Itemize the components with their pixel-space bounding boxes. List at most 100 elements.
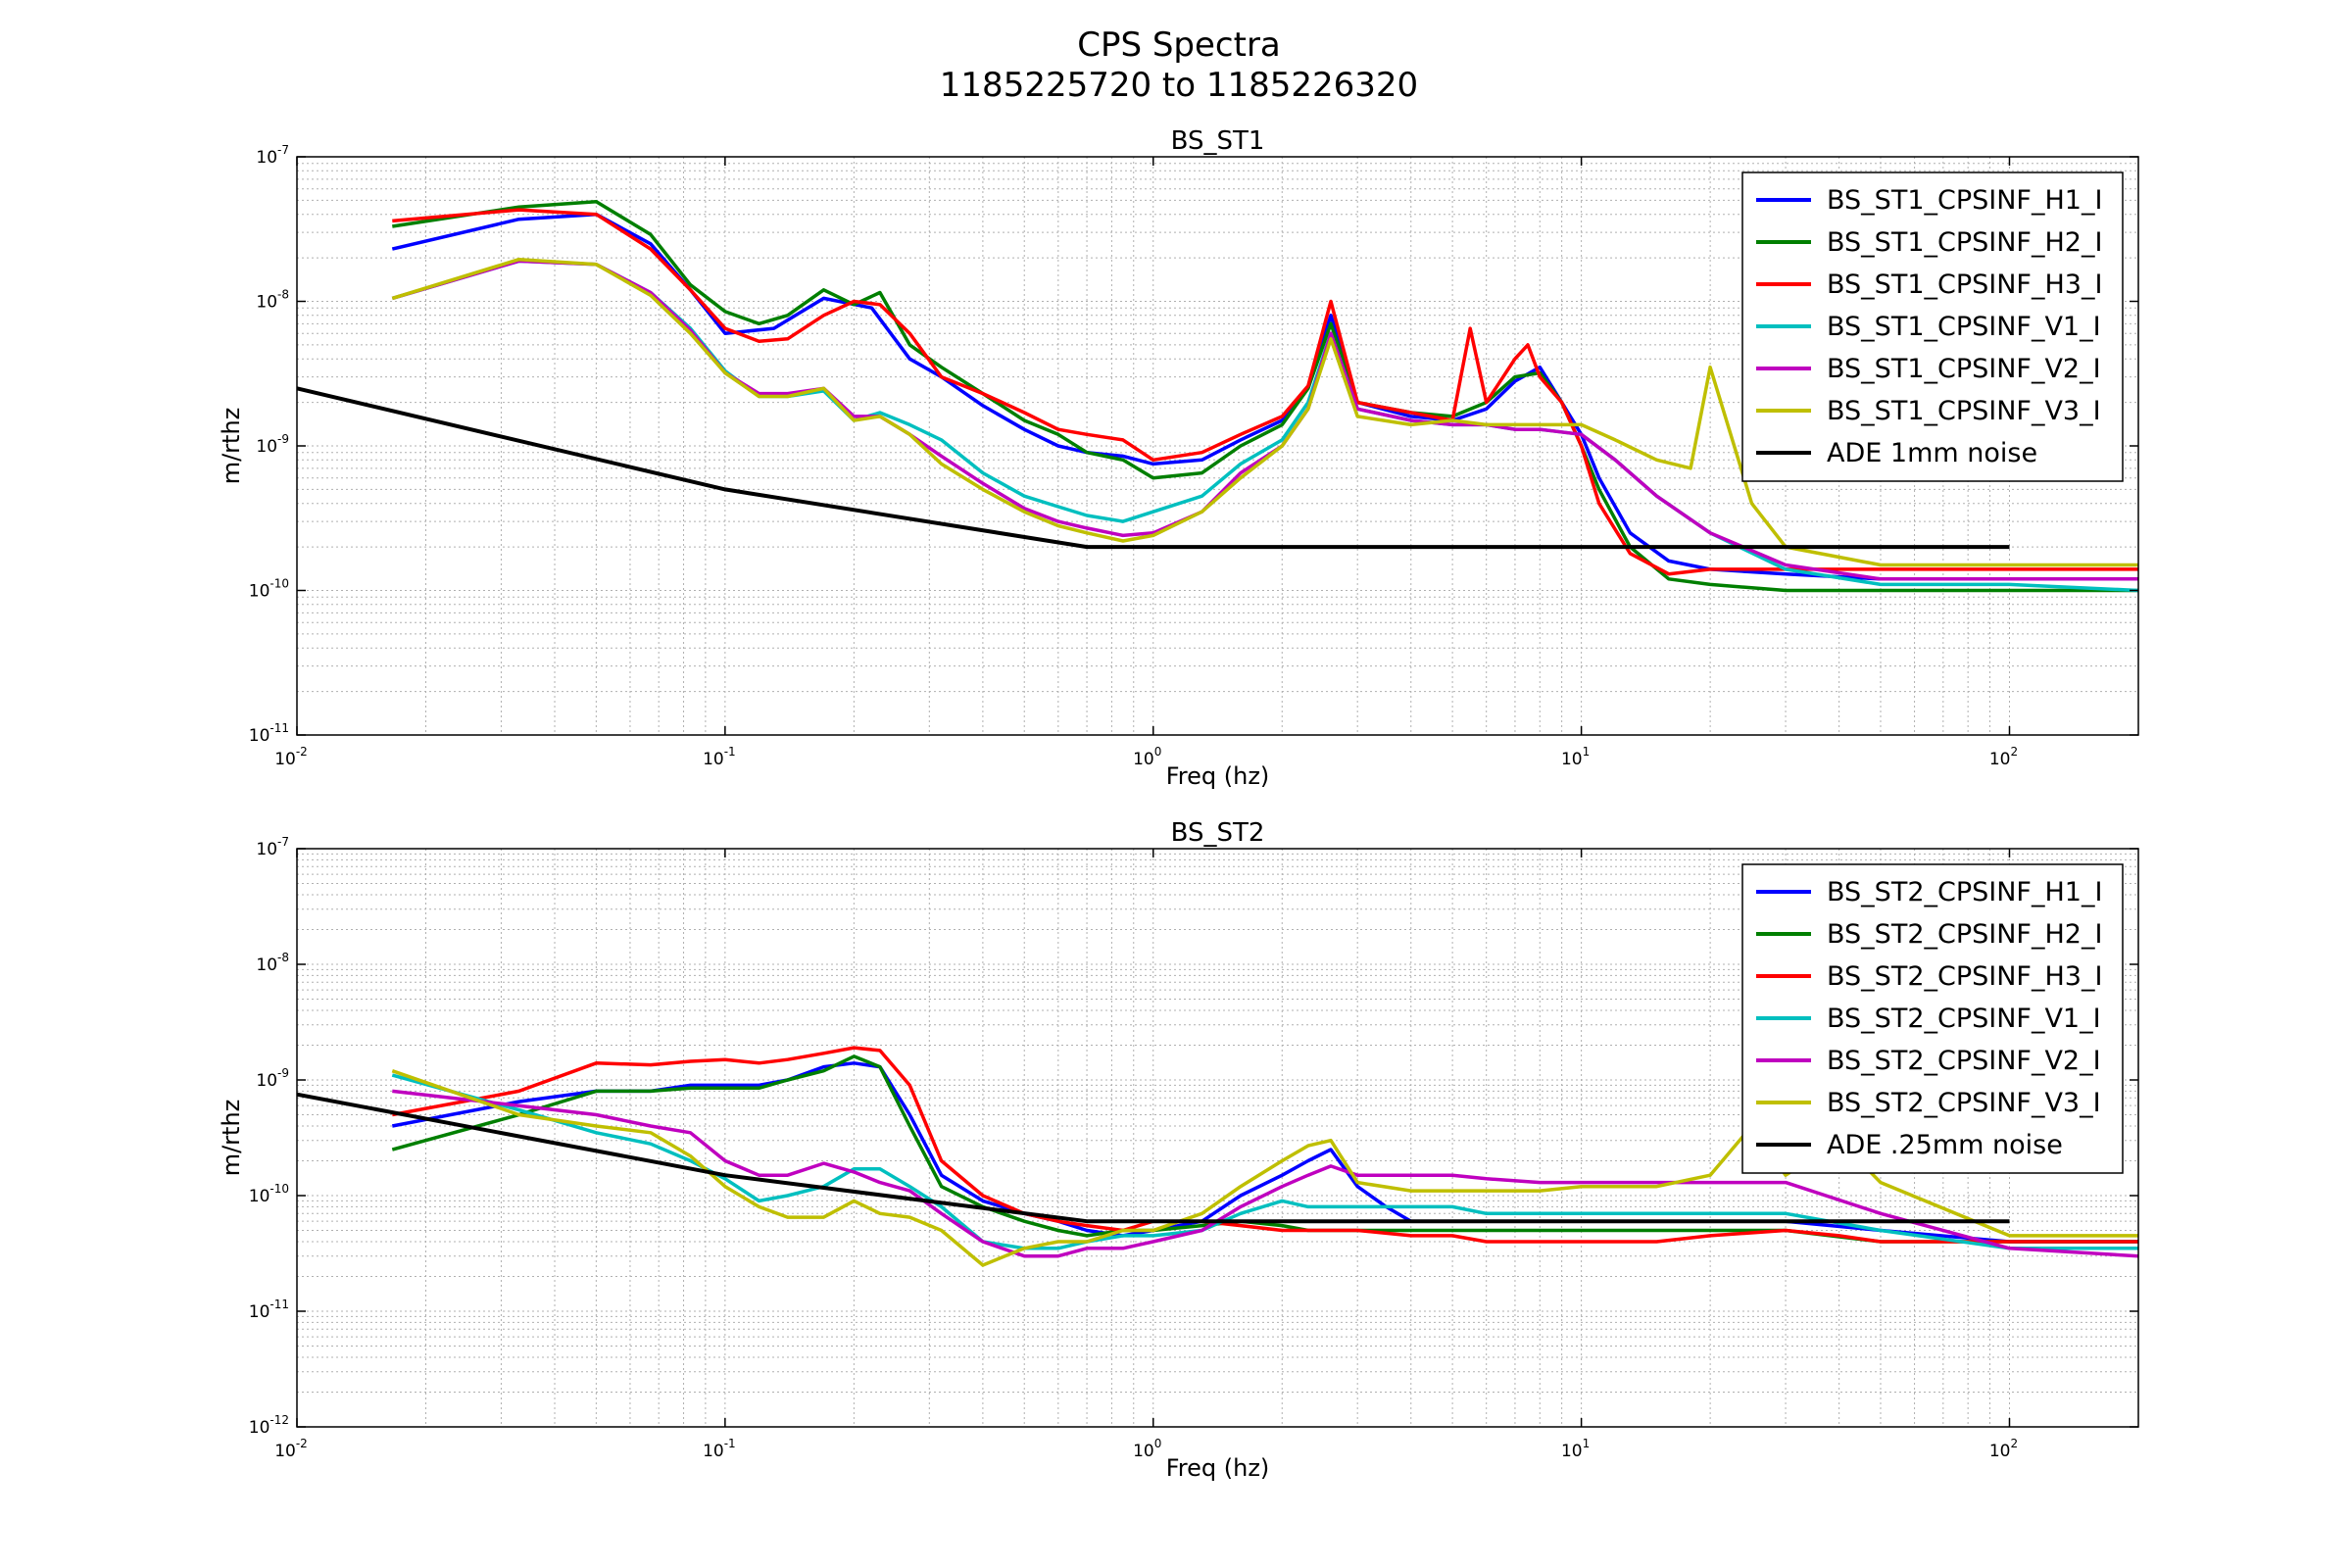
chart-0-xtick-label-exp: 1 [1583,745,1591,759]
chart-1-xlabel: Freq (hz) [1166,1454,1270,1482]
chart-1-legend: BS_ST2_CPSINF_H1_I BS_ST2_CPSINF_H2_I BS_S… [1741,863,2124,1174]
figure-subtitle: 1185225720 to 1185226320 [940,66,1418,105]
chart-1-xtick-label-base: 10 [1561,1442,1583,1461]
chart-0-xtick-label: 101 [1561,745,1590,769]
chart-0-xtick-label: 102 [1989,745,2018,769]
chart-1-ytick-label: 10-9 [256,1066,289,1091]
chart-1-series [297,1046,2138,1267]
chart-0-ytick-label-base: 10 [256,148,277,168]
chart-0-legend-label-bs-st1-cpsinf-h1-i: BS_ST1_CPSINF_H1_I [1827,185,2102,216]
chart-0-xtick-label: 100 [1133,745,1161,769]
chart-0-ytick-label-exp: -7 [277,143,289,157]
chart-1-ytick-label-base: 10 [249,1302,270,1322]
chart-1-xtick-label: 100 [1133,1437,1161,1461]
chart-0-line-bs-st1-cpsinf-v3-i [391,257,2138,567]
chart-0-ytick-label: 10-8 [256,288,289,313]
chart-0-xtick-label-exp: 2 [2010,745,2018,759]
chart-0-title: BS_ST1 [1171,126,1265,156]
chart-0-line-bs-st1-cpsinf-h1-i [391,212,2138,581]
chart-0-ytick-label: 10-7 [256,143,289,168]
chart-1-title: BS_ST2 [1171,818,1265,848]
chart-1-xtick-label-exp: 2 [2010,1437,2018,1450]
chart-0-xtick-label: 10-1 [703,745,736,769]
chart-0-ytick-label-exp: -10 [270,577,289,591]
chart-1-legend-label-bs-st2-cpsinf-v2-i: BS_ST2_CPSINF_V2_I [1827,1046,2101,1076]
chart-1-legend-label-bs-st2-cpsinf-v3-i: BS_ST2_CPSINF_V3_I [1827,1088,2101,1118]
chart-1-axes-frame [296,848,2139,1428]
chart-1-ytick-label-exp: -10 [270,1182,289,1196]
chart-0-xtick-label-base: 10 [1561,750,1583,769]
chart-0-legend-label-bs-st1-cpsinf-v2-i: BS_ST1_CPSINF_V2_I [1827,354,2101,384]
chart-0-xtick-label-base: 10 [274,750,296,769]
chart-0-xtick-label-base: 10 [703,750,724,769]
chart-1-ytick-label-exp: -11 [270,1298,289,1311]
chart-0-xtick-label-base: 10 [1989,750,2011,769]
chart-1-xtick-label-exp: -2 [296,1437,308,1450]
chart-0-line-bs-st1-cpsinf-h2-i [392,199,2138,593]
chart-1-ytick-label: 10-11 [249,1298,289,1322]
chart-1-ytick-label: 10-10 [249,1182,289,1206]
chart-0-xtick-label-base: 10 [1133,750,1154,769]
chart-1-legend-label-bs-st2-cpsinf-h3-i: BS_ST2_CPSINF_H3_I [1827,961,2102,992]
chart-0-xtick-label: 10-2 [274,745,308,769]
chart-1-ytick-label-exp: -12 [270,1413,289,1427]
chart-1-legend-label-bs-st2-cpsinf-h1-i: BS_ST2_CPSINF_H1_I [1827,877,2102,907]
chart-1-ytick-label-base: 10 [249,1187,270,1206]
chart-0-ytick-label-exp: -9 [277,432,289,446]
chart-0-ytick-label: 10-11 [249,721,289,746]
chart-1-ytick-label-base: 10 [256,956,277,975]
chart-1-ticks [296,848,2138,1428]
chart-1-xtick-label-base: 10 [703,1442,724,1461]
chart-1-xtick-label-exp: 1 [1583,1437,1591,1450]
chart-1-ytick-label: 10-7 [256,835,289,859]
figure-title: CPS Spectra [1077,25,1281,65]
chart-1-line-ade-25mm-noise [297,1092,2010,1224]
chart-0-legend-label-bs-st1-cpsinf-h3-i: BS_ST1_CPSINF_H3_I [1827,270,2102,300]
chart-0-xtick-label-exp: -2 [296,745,308,759]
chart-0-line-ade-1mm-noise [297,386,2010,550]
chart-1-xtick-label-base: 10 [1133,1442,1154,1461]
chart-0-xtick-label-exp: -1 [724,745,736,759]
chart-0-legend-label-bs-st1-cpsinf-h2-i: BS_ST1_CPSINF_H2_I [1827,227,2102,258]
chart-1-ytick-label-exp: -8 [277,951,289,964]
chart-1-xtick-label: 101 [1561,1437,1590,1461]
chart-1-ytick-label: 10-12 [249,1413,289,1438]
chart-0-ytick-label-base: 10 [249,726,270,746]
chart-1-legend-label-ade-25mm-noise: ADE .25mm noise [1827,1130,2063,1160]
chart-1-ytick-label: 10-8 [256,951,289,975]
chart-0-ytick-label-base: 10 [249,582,270,602]
chart-1-ytick-label-base: 10 [256,1071,277,1091]
chart-0-ytick-label-exp: -8 [277,288,289,302]
chart-1-xtick-label: 10-2 [274,1437,308,1461]
chart-1-line-bs-st2-cpsinf-v2-i [392,1089,2138,1258]
chart-1-xtick-label: 102 [1989,1437,2018,1461]
chart-1-legend-label-bs-st2-cpsinf-h2-i: BS_ST2_CPSINF_H2_I [1827,919,2102,950]
chart-1-ytick-label-base: 10 [256,840,277,859]
chart-1-xtick-label-base: 10 [1989,1442,2011,1461]
chart-0-ytick-label-base: 10 [256,293,277,313]
chart-0-legend-label-bs-st1-cpsinf-v1-i: BS_ST1_CPSINF_V1_I [1827,312,2101,342]
chart-1-legend-label-bs-st2-cpsinf-v1-i: BS_ST2_CPSINF_V1_I [1827,1004,2101,1034]
chart-1-ytick-label-exp: -9 [277,1066,289,1080]
chart-1-xtick-label-exp: 0 [1154,1437,1162,1450]
chart-1-line-bs-st2-cpsinf-v1-i [391,1073,2138,1250]
chart-0-ytick-label: 10-9 [256,432,289,457]
chart-0-series [297,199,2138,593]
chart-0-ytick-label: 10-10 [249,577,289,602]
chart-0-ytick-label-base: 10 [256,437,277,457]
chart-0-line-bs-st1-cpsinf-h3-i [392,208,2138,576]
chart-0-legend: BS_ST1_CPSINF_H1_I BS_ST1_CPSINF_H2_I BS_S… [1741,172,2124,482]
chart-1-xtick-label: 10-1 [703,1437,736,1461]
chart-1-ylabel: m/rthz [218,1100,245,1177]
chart-1-xtick-label-exp: -1 [724,1437,736,1450]
chart-0-ytick-label-exp: -11 [270,721,289,735]
chart-0-xlabel: Freq (hz) [1166,762,1270,790]
chart-0-xtick-label-exp: 0 [1154,745,1162,759]
chart-0-legend-label-ade-1mm-noise: ADE 1mm noise [1827,438,2037,468]
chart-0-ylabel: m/rthz [218,408,245,485]
chart-bs-st2: 10-2 10-1 100 101 10210-1210-1110-1010-910-8… [218,818,2139,1482]
chart-1-ytick-label-base: 10 [249,1418,270,1438]
chart-0-ticks [296,156,2138,736]
